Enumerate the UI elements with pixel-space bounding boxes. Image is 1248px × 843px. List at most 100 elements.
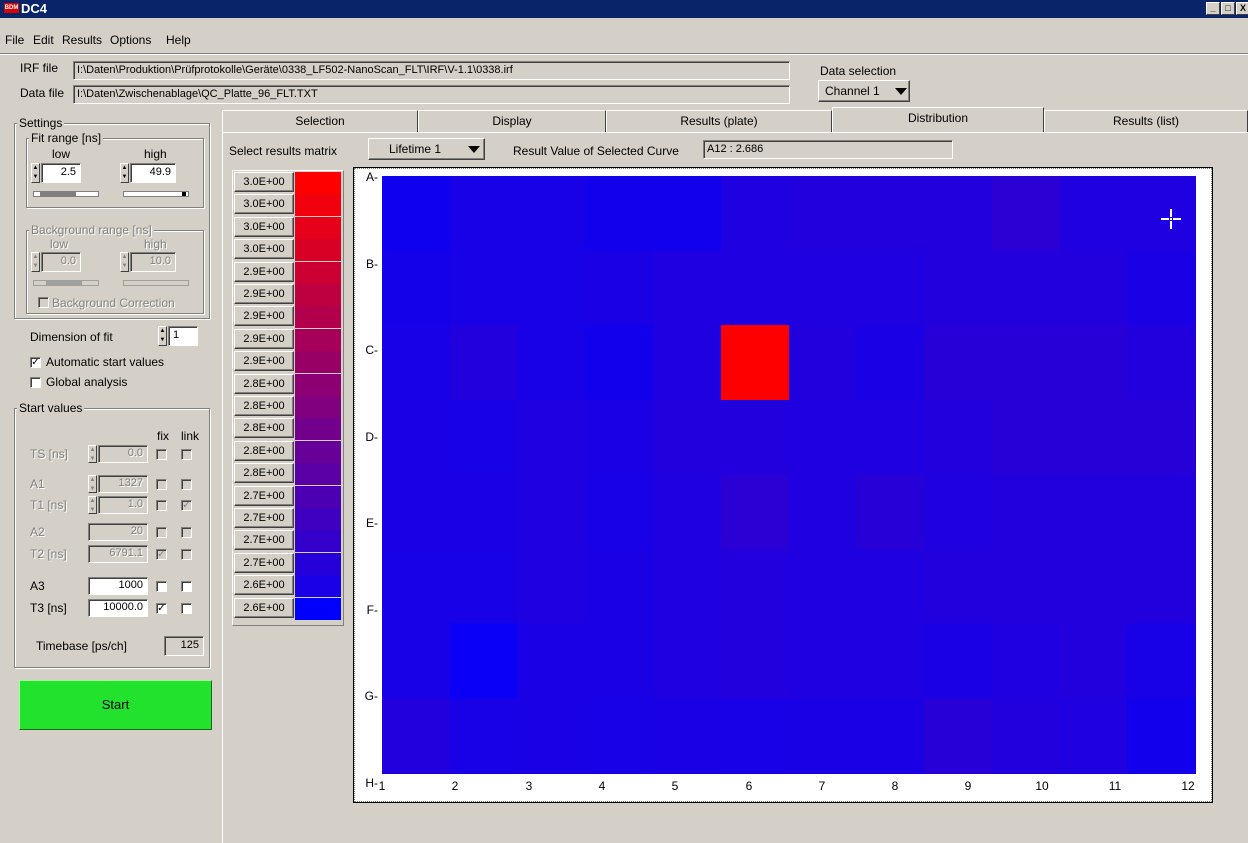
plate-well-E3[interactable] <box>518 474 587 550</box>
plate-well-H1[interactable] <box>382 698 451 774</box>
plate-well-B11[interactable] <box>1060 251 1129 327</box>
legend-value-button[interactable]: 2.8E+00 <box>234 463 294 483</box>
global-analysis-checkbox[interactable] <box>30 377 41 388</box>
plate-well-H8[interactable] <box>856 698 925 774</box>
menu-results[interactable]: Results <box>62 33 102 47</box>
legend-value-button[interactable]: 2.9E+00 <box>234 306 294 326</box>
plate-well-F7[interactable] <box>789 549 858 625</box>
plate-well-E7[interactable] <box>789 474 858 550</box>
plate-well-B8[interactable] <box>856 251 925 327</box>
plate-well-C6[interactable] <box>721 325 790 401</box>
legend-value-button[interactable]: 2.7E+00 <box>234 530 294 550</box>
start-button[interactable]: Start <box>19 680 212 730</box>
plate-well-H9[interactable] <box>924 698 993 774</box>
plate-well-C12[interactable] <box>1127 325 1196 401</box>
plate-heatmap[interactable] <box>382 176 1196 774</box>
plate-well-H2[interactable] <box>450 698 519 774</box>
legend-value-button[interactable]: 2.7E+00 <box>234 486 294 506</box>
legend-value-button[interactable]: 2.8E+00 <box>234 374 294 394</box>
fit-low-input[interactable]: 2.5 <box>41 163 81 183</box>
plate-well-D12[interactable] <box>1127 400 1196 476</box>
legend-value-button[interactable]: 3.0E+00 <box>234 172 294 192</box>
fit-high-slider[interactable] <box>123 191 189 197</box>
results-matrix-dropdown[interactable]: Lifetime 1 <box>368 138 485 160</box>
link-checkbox[interactable] <box>181 581 192 592</box>
plate-well-B9[interactable] <box>924 251 993 327</box>
plate-well-E9[interactable] <box>924 474 993 550</box>
plate-well-H11[interactable] <box>1060 698 1129 774</box>
plate-well-F9[interactable] <box>924 549 993 625</box>
plate-well-F2[interactable] <box>450 549 519 625</box>
plate-well-A12[interactable] <box>1127 176 1196 252</box>
plate-well-D4[interactable] <box>585 400 654 476</box>
plate-well-C11[interactable] <box>1060 325 1129 401</box>
plate-well-B4[interactable] <box>585 251 654 327</box>
dimension-spinner[interactable]: ▲ ▼ <box>158 326 167 346</box>
plate-well-E10[interactable] <box>992 474 1061 550</box>
plate-well-A7[interactable] <box>789 176 858 252</box>
plate-well-B10[interactable] <box>992 251 1061 327</box>
legend-value-button[interactable]: 2.7E+00 <box>234 553 294 573</box>
plate-well-B5[interactable] <box>653 251 722 327</box>
fit-low-slider[interactable] <box>33 191 99 197</box>
plate-well-C9[interactable] <box>924 325 993 401</box>
plate-well-H4[interactable] <box>585 698 654 774</box>
tab-display[interactable]: Display <box>418 110 606 132</box>
close-button[interactable]: X <box>1236 2 1248 15</box>
plate-well-E1[interactable] <box>382 474 451 550</box>
plate-well-G8[interactable] <box>856 623 925 699</box>
fit-high-input[interactable]: 49.9 <box>130 163 176 183</box>
plate-well-C4[interactable] <box>585 325 654 401</box>
plate-well-F6[interactable] <box>721 549 790 625</box>
legend-value-button[interactable]: 2.8E+00 <box>234 418 294 438</box>
plate-well-G10[interactable] <box>992 623 1061 699</box>
plate-well-B3[interactable] <box>518 251 587 327</box>
plate-well-E4[interactable] <box>585 474 654 550</box>
plate-well-A3[interactable] <box>518 176 587 252</box>
plate-well-D10[interactable] <box>992 400 1061 476</box>
plate-well-H12[interactable] <box>1127 698 1196 774</box>
plate-well-A1[interactable] <box>382 176 451 252</box>
plate-well-H5[interactable] <box>653 698 722 774</box>
fit-high-spinner[interactable]: ▲ ▼ <box>120 163 129 183</box>
legend-value-button[interactable]: 2.8E+00 <box>234 396 294 416</box>
plate-well-G1[interactable] <box>382 623 451 699</box>
plate-well-E8[interactable] <box>856 474 925 550</box>
plate-well-D8[interactable] <box>856 400 925 476</box>
fix-checkbox[interactable]: ✓ <box>156 603 167 614</box>
plate-well-C10[interactable] <box>992 325 1061 401</box>
legend-value-button[interactable]: 2.9E+00 <box>234 329 294 349</box>
plate-well-G6[interactable] <box>721 623 790 699</box>
plate-well-A2[interactable] <box>450 176 519 252</box>
data-file-field[interactable]: I:\Daten\Zwischenablage\QC_Platte_96_FLT… <box>73 85 790 104</box>
plate-well-H6[interactable] <box>721 698 790 774</box>
tab-results-list[interactable]: Results (list) <box>1044 110 1248 132</box>
plate-well-G2[interactable] <box>450 623 519 699</box>
menu-help[interactable]: Help <box>166 33 191 47</box>
plate-well-A8[interactable] <box>856 176 925 252</box>
plate-well-D2[interactable] <box>450 400 519 476</box>
fit-high-slider-thumb[interactable] <box>182 192 186 196</box>
plate-well-D5[interactable] <box>653 400 722 476</box>
plate-well-C7[interactable] <box>789 325 858 401</box>
plate-well-D6[interactable] <box>721 400 790 476</box>
plate-well-G9[interactable] <box>924 623 993 699</box>
plate-well-H3[interactable] <box>518 698 587 774</box>
plate-well-F1[interactable] <box>382 549 451 625</box>
auto-start-checkbox[interactable]: ✓ <box>30 357 41 368</box>
plate-well-D7[interactable] <box>789 400 858 476</box>
plate-well-C3[interactable] <box>518 325 587 401</box>
fit-low-spinner[interactable]: ▲ ▼ <box>31 163 40 183</box>
plate-well-A11[interactable] <box>1060 176 1129 252</box>
menu-file[interactable]: File <box>5 33 24 47</box>
plate-well-H10[interactable] <box>992 698 1061 774</box>
plate-well-G4[interactable] <box>585 623 654 699</box>
plate-well-A9[interactable] <box>924 176 993 252</box>
maximize-button[interactable]: □ <box>1221 2 1235 15</box>
plate-well-B2[interactable] <box>450 251 519 327</box>
plate-well-F4[interactable] <box>585 549 654 625</box>
plate-well-B12[interactable] <box>1127 251 1196 327</box>
plate-well-D1[interactable] <box>382 400 451 476</box>
plate-well-A10[interactable] <box>992 176 1061 252</box>
legend-value-button[interactable]: 3.0E+00 <box>234 194 294 214</box>
